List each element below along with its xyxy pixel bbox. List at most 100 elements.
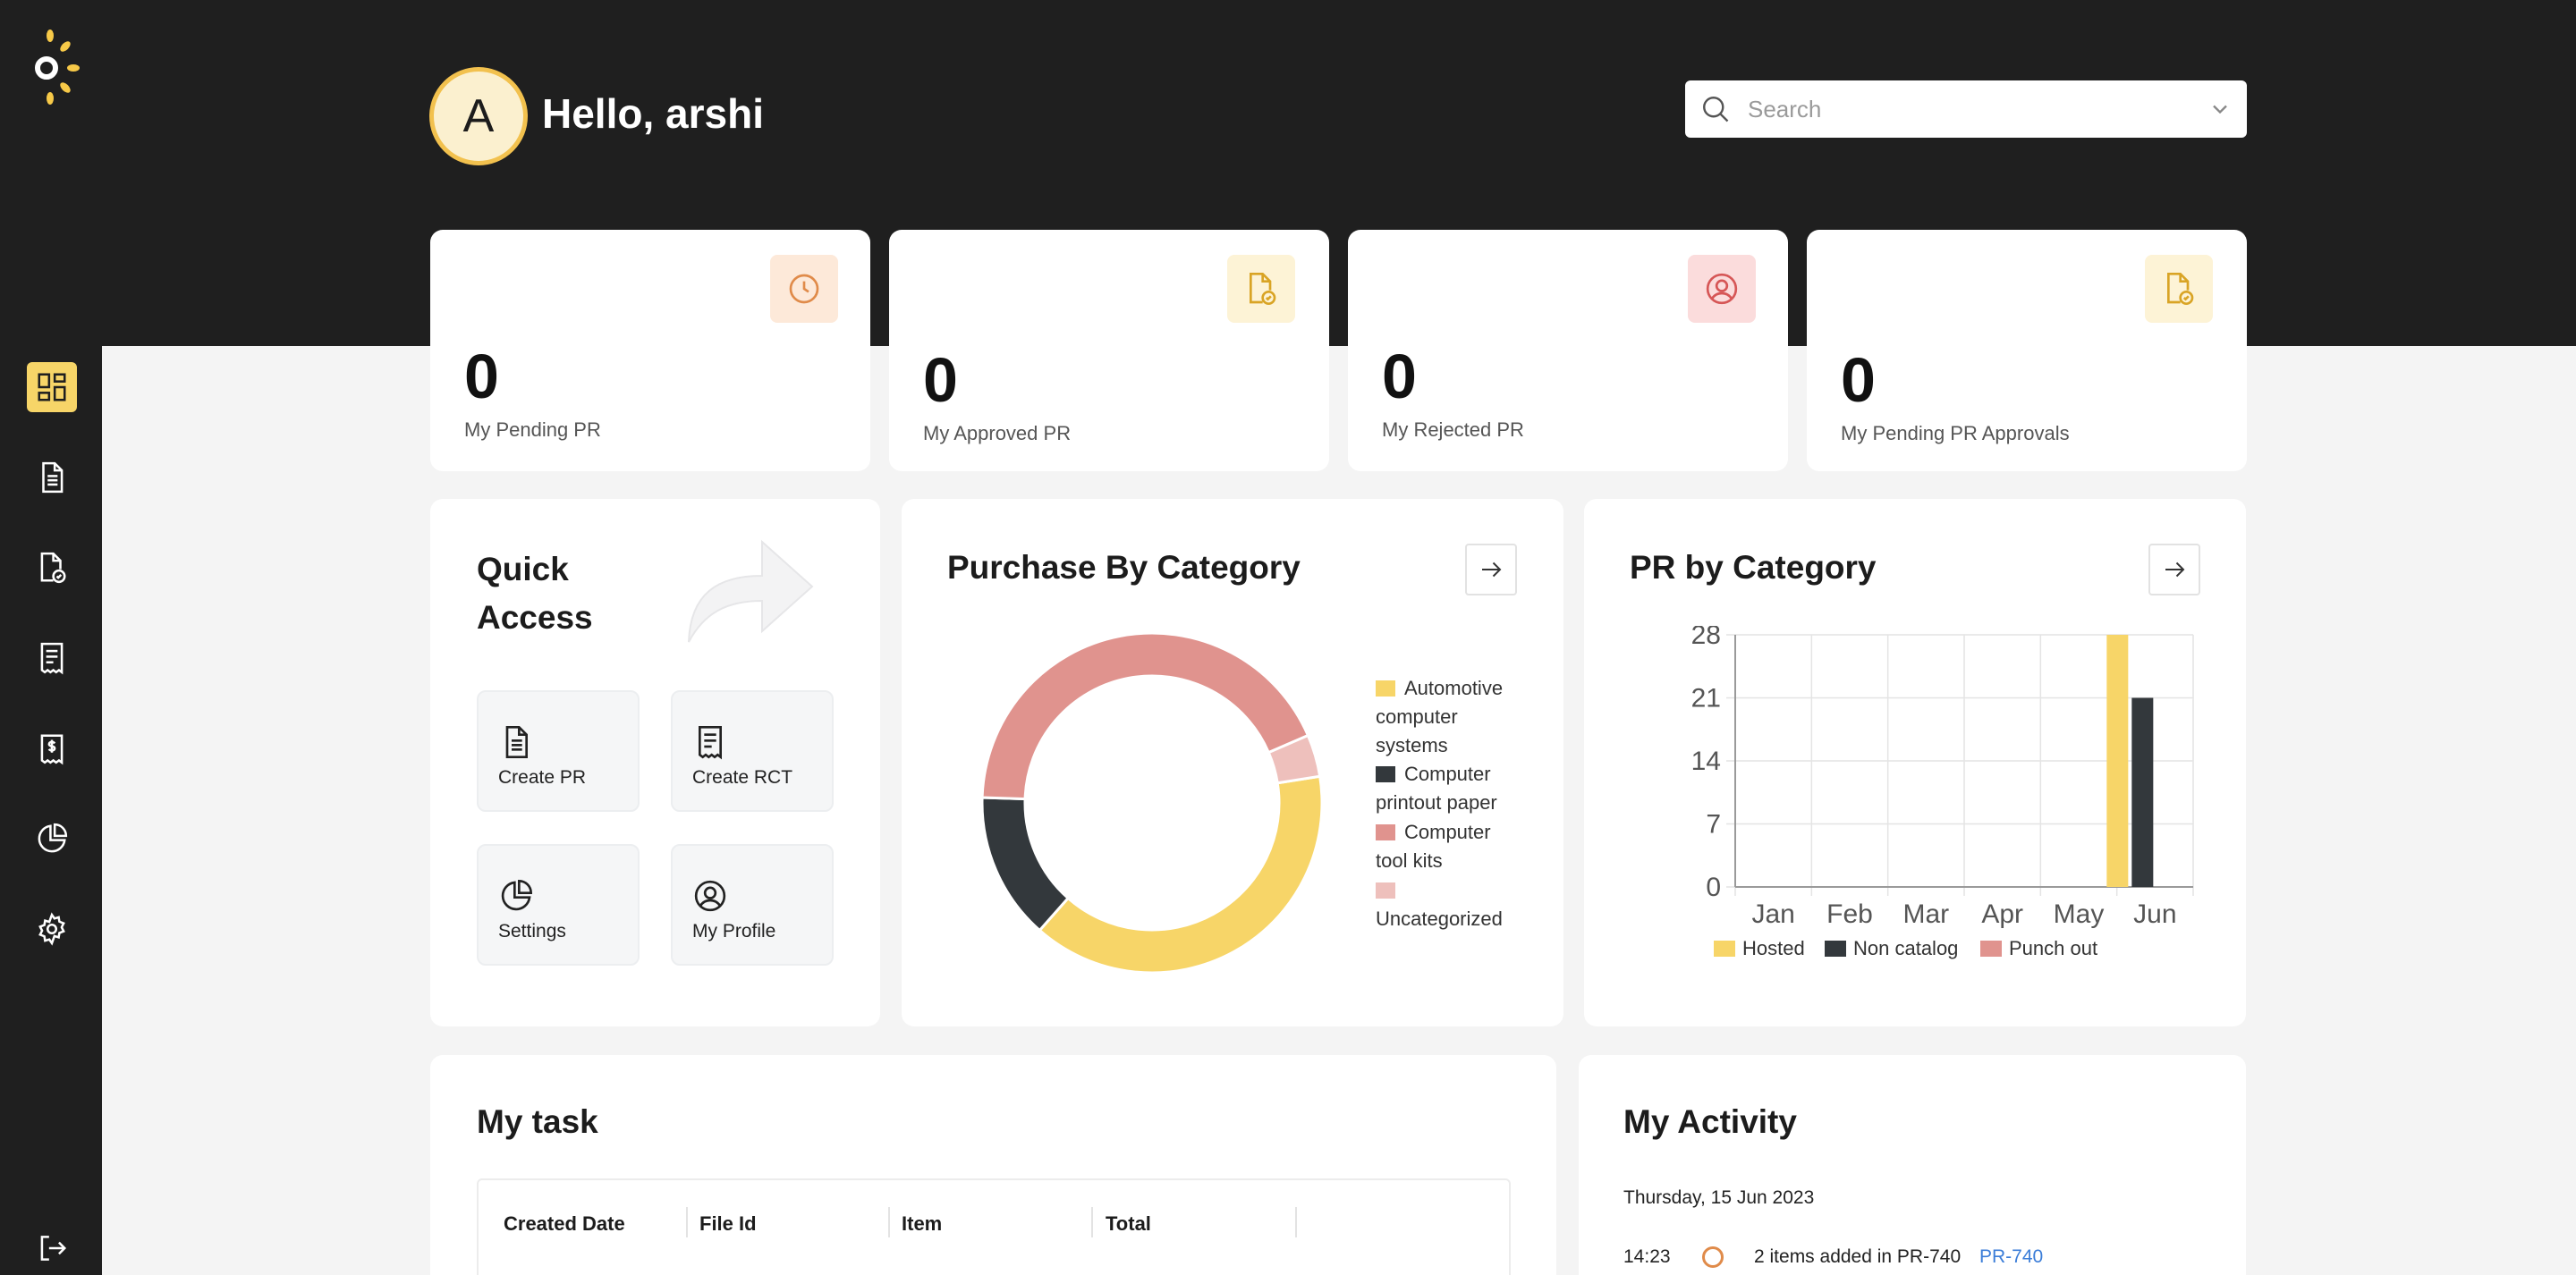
sidebar-item-settings[interactable] [27,904,77,954]
app-logo [35,30,80,105]
sidebar-item-reports[interactable] [27,814,77,864]
x-tick-label: May [2054,899,2105,929]
pie-chart-icon [501,879,533,911]
logout-button[interactable] [27,1223,77,1273]
user-circle-icon [1706,273,1738,305]
x-tick-label: Apr [1981,899,2023,929]
panel-title: PR by Category [1630,549,1877,586]
purchase-category-open-button[interactable] [1465,544,1517,595]
panel-title: Purchase By Category [947,549,1301,586]
pr-category-open-button[interactable] [2148,544,2200,595]
legend-item: Hosted [1714,937,1805,960]
user-circle-icon [694,880,726,912]
sidebar-item-dashboard[interactable] [27,362,77,412]
legend-swatch [1376,882,1395,899]
activity-dot [1702,1246,1724,1268]
stat-icon-box [2145,255,2213,323]
donut-slice[interactable] [980,631,1310,801]
legend-item: Automotive computer systems [1376,677,1504,756]
bar[interactable] [2131,697,2154,888]
dashboard-icon [38,373,66,401]
tile-label: Create PR [498,767,587,788]
document-check-icon [1250,273,1276,305]
column-divider [1091,1207,1093,1237]
stat-label: My Pending PR [464,418,601,441]
gear-icon [38,912,65,946]
sidebar-item-receipts[interactable] [27,633,77,683]
donut-slice[interactable] [980,796,1071,933]
stat-card-pending-pr[interactable]: 0 My Pending PR [430,230,870,471]
x-tick-label: Jan [1751,899,1794,929]
column-header[interactable]: Item [902,1212,943,1235]
stat-icon-box [1227,255,1295,323]
purchase-by-category-panel: Purchase By Category Automotive computer… [902,499,1563,1026]
column-header[interactable]: Total [1106,1212,1151,1235]
search-input[interactable]: Search [1748,95,1822,122]
sidebar-item-documents[interactable] [27,452,77,502]
my-activity-panel: My Activity Thursday, 15 Jun 2023 14:23 … [1579,1055,2246,1275]
my-profile-button[interactable]: My Profile [671,844,834,966]
stat-value: 0 [1382,342,1417,411]
stat-value: 0 [1841,345,1876,415]
greeting: Hello, arshi [542,90,764,137]
document-icon [42,461,64,494]
y-tick-label: 0 [1706,873,1721,902]
pie-chart-icon [38,823,68,853]
column-header[interactable]: File Id [699,1212,757,1235]
create-pr-button[interactable]: Create PR [477,690,640,812]
search-box[interactable]: Search [1685,80,2247,138]
stat-icon-box [770,255,838,323]
legend-item: Uncategorized [1376,876,1528,933]
activity-date: Thursday, 15 Jun 2023 [1623,1187,1815,1208]
search-icon [1703,97,1729,122]
stat-card-approved-pr[interactable]: 0 My Approved PR [889,230,1329,471]
donut-slice[interactable] [1267,733,1322,785]
stat-card-rejected-pr[interactable]: 0 My Rejected PR [1348,230,1788,471]
y-tick-label: 7 [1706,810,1721,840]
chevron-down-icon[interactable] [2207,97,2233,122]
legend-item: Computer tool kits [1376,821,1491,872]
stat-value: 0 [923,345,958,415]
sidebar-item-invoices[interactable] [27,723,77,773]
stat-label: My Pending PR Approvals [1841,422,2070,444]
legend-swatch [1980,941,2002,957]
y-tick-label: 28 [1691,626,1721,650]
document-check-icon [40,552,66,584]
legend-swatch [1376,766,1395,782]
avatar[interactable]: A [429,67,528,165]
x-tick-label: Mar [1902,899,1949,929]
activity-link[interactable]: PR-740 [1979,1246,2044,1267]
sidebar [0,0,102,1275]
legend-swatch [1376,680,1395,697]
activity-time: 14:23 [1623,1246,1671,1267]
stat-value: 0 [464,342,499,411]
invoice-dollar-icon [40,734,64,765]
purchase-donut-chart [980,631,1324,975]
panel-title: My Activity [1623,1103,1797,1140]
share-arrow-icon [688,539,814,643]
legend-swatch [1825,941,1846,957]
legend-item: Computer printout paper [1376,763,1497,814]
settings-button[interactable]: Settings [477,844,640,966]
sidebar-item-approvals[interactable] [27,543,77,593]
stat-card-pending-approvals[interactable]: 0 My Pending PR Approvals [1807,230,2247,471]
quick-access-title: Quick Access [477,551,593,636]
receipt-icon [40,642,64,675]
tile-label: My Profile [692,921,776,941]
my-task-panel: My task [430,1055,1556,1275]
column-header[interactable]: Created Date [504,1212,625,1235]
activity-text: 2 items added in PR-740 [1754,1246,1962,1267]
stat-label: My Approved PR [923,422,1072,444]
arrow-right-icon [1482,562,1502,578]
column-divider [888,1207,890,1237]
quick-access-panel: Quick Access Create PR Create RCT Settin… [430,499,880,1026]
create-rct-button[interactable]: Create RCT [671,690,834,812]
donut-slice[interactable] [1038,774,1324,975]
document-icon [505,726,528,758]
column-divider [686,1207,688,1237]
legend-swatch [1376,824,1395,840]
clock-icon [789,274,819,304]
document-check-icon [2167,273,2194,305]
column-divider [1295,1207,1297,1237]
bar[interactable] [2106,635,2129,887]
